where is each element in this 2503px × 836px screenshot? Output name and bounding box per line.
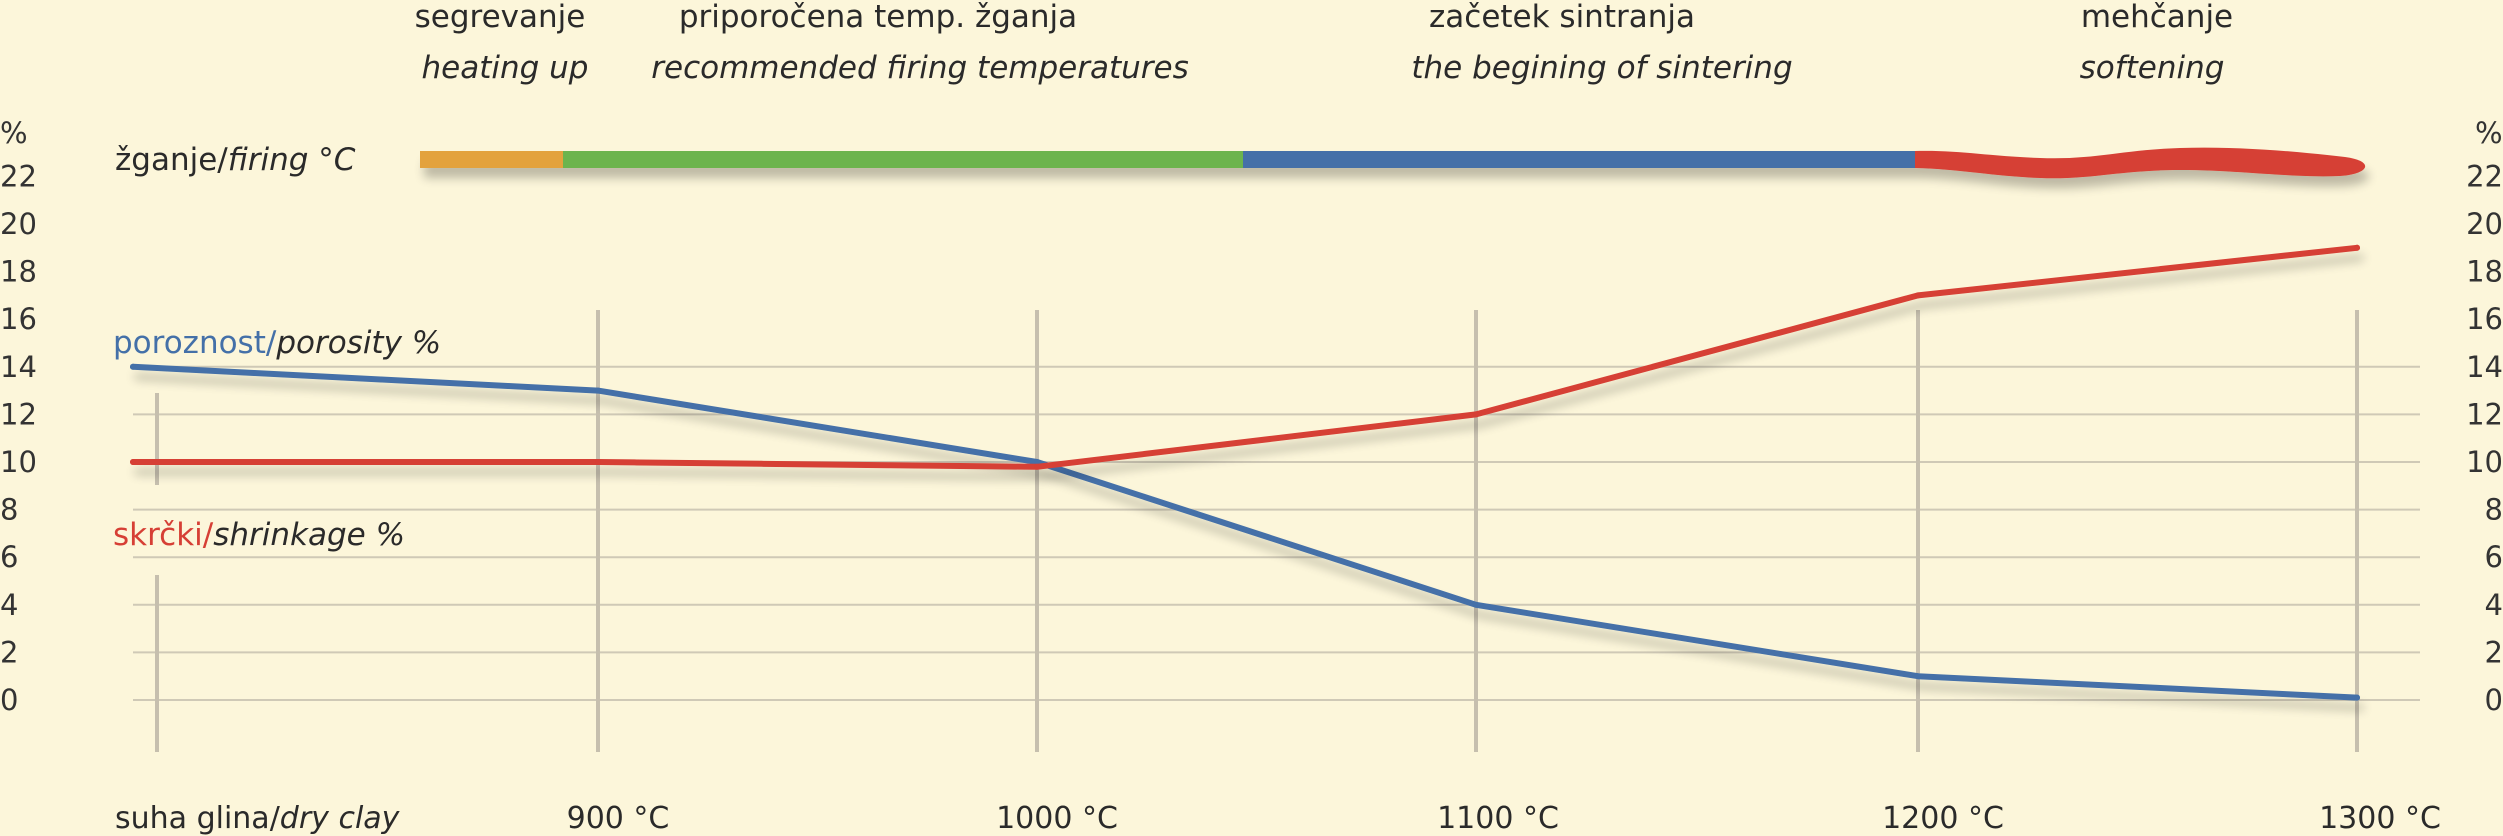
- y-tick-left-16: 16: [0, 302, 37, 336]
- point-porosity-5: [2354, 694, 2360, 701]
- y-tick-left-0: 0: [0, 683, 18, 717]
- point-shrinkage-0: [130, 459, 136, 465]
- series: [130, 244, 2360, 701]
- phase-label-sintering: začetek sintranja: [1429, 0, 1695, 35]
- phase-bar-heating: [420, 151, 565, 168]
- point-shrinkage-3: [1473, 411, 1479, 418]
- y-ticks-right: 0 2 4 6 8 10 12 14 16 18 20 22: [2466, 159, 2503, 717]
- phase-sublabel-recommended: recommended firing temperatures: [651, 50, 1188, 86]
- phase-label-recommended: priporočena temp. žganja: [679, 0, 1077, 35]
- series-label-porosity: poroznost/porosity %: [113, 325, 441, 361]
- x-tick-1: 900 °C: [567, 801, 670, 836]
- y-ticks-left: 0 2 4 6 8 10 12 14 16 18 20 22: [0, 159, 37, 717]
- phase-sublabel-sintering: the begining of sintering: [1411, 50, 1792, 86]
- phase-bar-softening: [1915, 147, 2366, 179]
- phase-sublabel-heating: heating up: [422, 50, 589, 86]
- series-line-shrinkage: [130, 244, 2360, 470]
- point-shrinkage-2: [1034, 463, 1040, 470]
- x-tick-3: 1100 °C: [1437, 801, 1559, 836]
- y-tick-right-12: 12: [2466, 397, 2503, 431]
- y-tick-right-4: 4: [2485, 588, 2503, 622]
- y-tick-right-20: 20: [2466, 207, 2503, 241]
- y-tick-right-2: 2: [2485, 635, 2503, 669]
- y-tick-left-2: 2: [0, 635, 18, 669]
- x-tick-4: 1200 °C: [1882, 801, 2004, 836]
- y-tick-right-8: 8: [2485, 493, 2503, 527]
- y-tick-left-10: 10: [0, 445, 37, 479]
- y-tick-left-14: 14: [0, 350, 37, 384]
- y-tick-left-4: 4: [0, 588, 18, 622]
- y-tick-right-0: 0: [2485, 683, 2503, 717]
- phase-labels: segrevanje heating up priporočena temp. …: [415, 0, 2234, 86]
- y-tick-right-10: 10: [2466, 445, 2503, 479]
- x-tick-2: 1000 °C: [996, 801, 1118, 836]
- phase-bar-recommended: [563, 151, 1245, 168]
- point-shrinkage-1: [595, 459, 601, 465]
- x-tick-0: suha glina/dry clay: [115, 801, 401, 836]
- y-tick-left-18: 18: [0, 255, 37, 289]
- y-unit-left: %: [0, 116, 28, 150]
- firing-phase-bar: [420, 147, 2366, 179]
- y-tick-right-14: 14: [2466, 350, 2503, 384]
- point-porosity-0: [130, 363, 136, 370]
- y-tick-right-6: 6: [2485, 540, 2503, 574]
- phase-bar-sintering: [1243, 151, 1917, 168]
- y-tick-left-22: 22: [0, 159, 37, 193]
- y-tick-left-6: 6: [0, 540, 18, 574]
- series-label-shrinkage: skrčki/shrinkage %: [113, 517, 405, 553]
- y-tick-left-12: 12: [0, 397, 37, 431]
- y-unit-right: %: [2475, 116, 2503, 150]
- series-line-porosity: [130, 363, 2360, 701]
- grid: [133, 365, 2420, 701]
- point-shrinkage-4: [1915, 292, 1921, 299]
- y-tick-left-20: 20: [0, 207, 37, 241]
- y-tick-left-8: 8: [0, 493, 18, 527]
- point-porosity-1: [595, 387, 601, 394]
- phase-sublabel-softening: softening: [2080, 50, 2225, 86]
- phase-label-heating: segrevanje: [415, 0, 586, 35]
- firing-bar-label: žganje/firing °C: [115, 142, 356, 178]
- y-tick-right-18: 18: [2466, 255, 2503, 289]
- point-shrinkage-5: [2354, 244, 2360, 251]
- x-tick-5: 1300 °C: [2319, 801, 2441, 836]
- y-tick-right-22: 22: [2466, 159, 2503, 193]
- y-tick-right-16: 16: [2466, 302, 2503, 336]
- point-porosity-3: [1473, 601, 1479, 608]
- phase-label-softening: mehčanje: [2081, 0, 2233, 35]
- point-porosity-2: [1034, 459, 1040, 465]
- x-ticks: suha glina/dry clay 900 °C 1000 °C 1100 °C 1…: [115, 801, 2441, 836]
- point-porosity-4: [1915, 673, 1921, 680]
